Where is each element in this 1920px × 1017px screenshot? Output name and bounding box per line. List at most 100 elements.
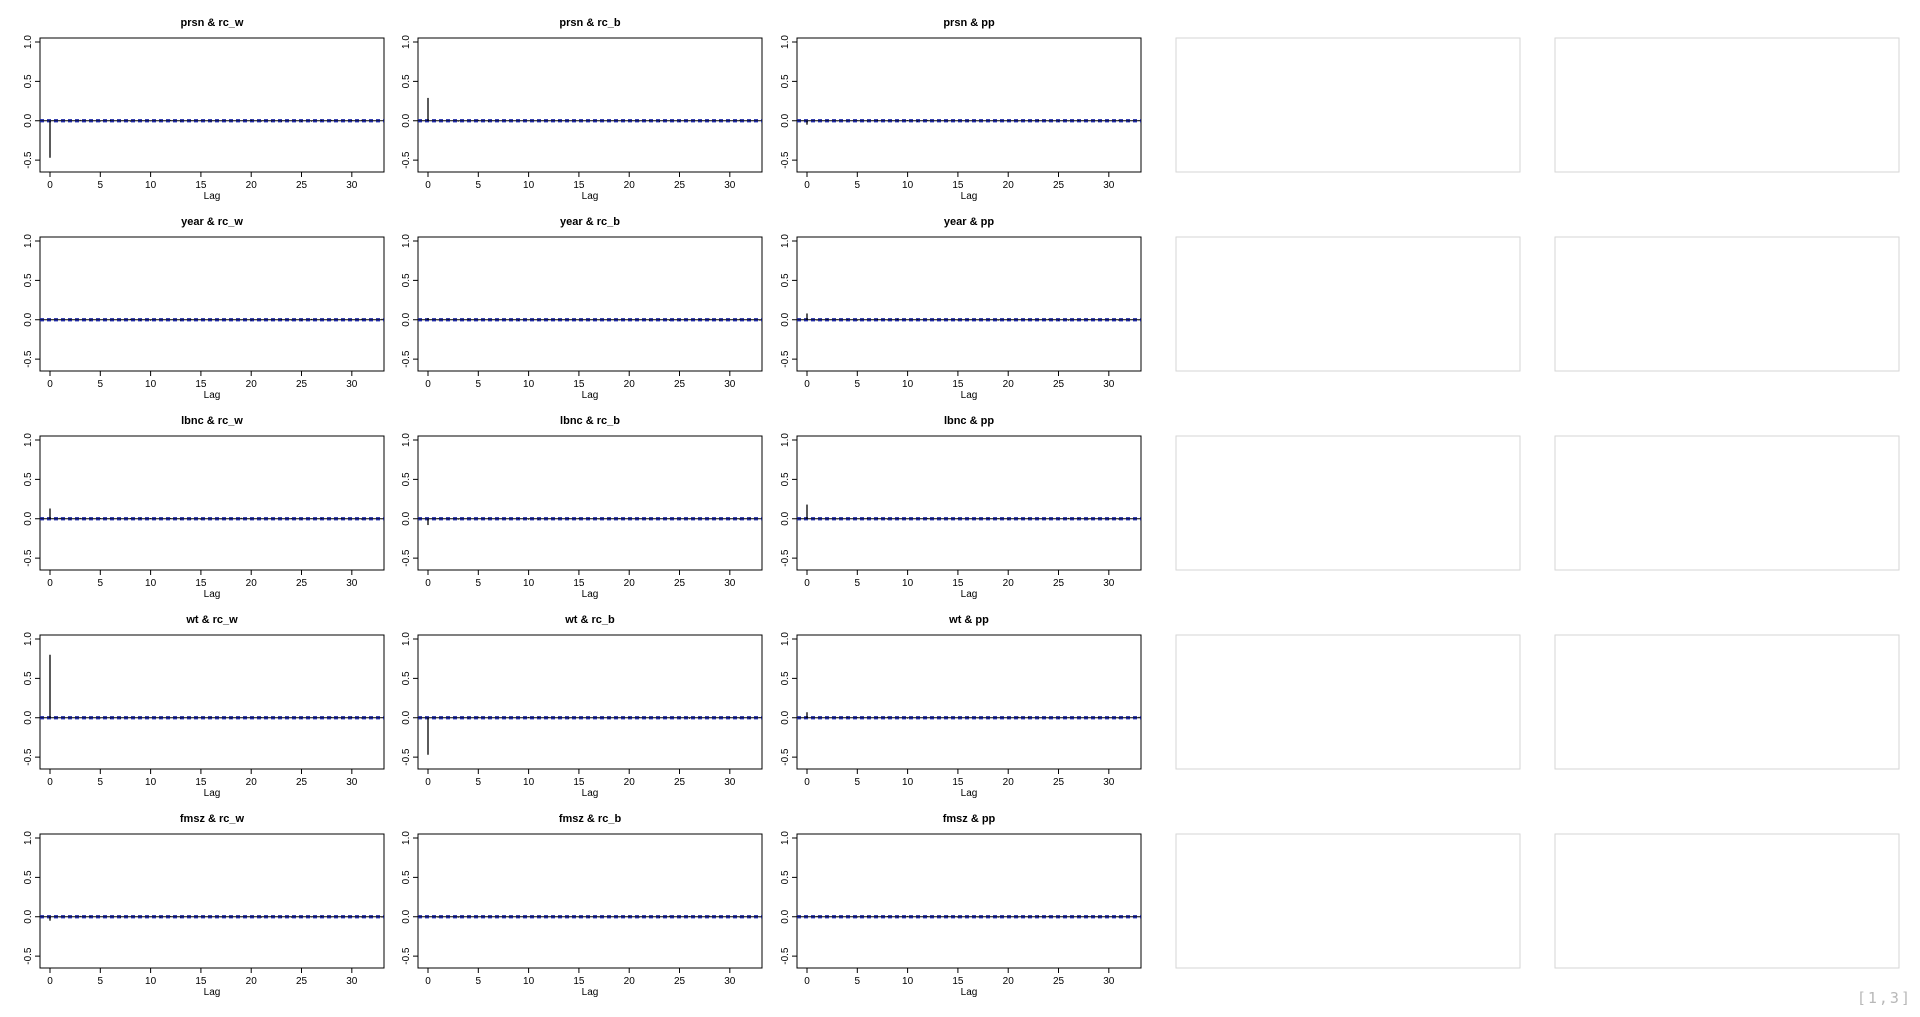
x-tick-label: 25 — [674, 180, 686, 191]
y-tick-label: -0.5 — [23, 748, 34, 766]
x-tick-label: 15 — [573, 777, 585, 788]
ccf-panel: fmsz & rc_b -0.5 0.0 0.5 1.0 0 5 10 15 20 25 30 Lag — [401, 813, 763, 998]
x-axis-label: Lag — [961, 191, 978, 202]
panel-title: year & rc_b — [560, 216, 620, 228]
panel-title: wt & pp — [948, 614, 989, 626]
x-axis-label: Lag — [582, 589, 599, 600]
x-tick-label: 25 — [296, 578, 308, 589]
x-tick-label: 15 — [573, 379, 585, 390]
y-tick-label: -0.5 — [780, 947, 791, 965]
x-tick-label: 0 — [47, 578, 53, 589]
x-tick-label: 20 — [246, 976, 258, 987]
x-tick-label: 0 — [47, 976, 53, 987]
x-tick-label: 5 — [476, 976, 482, 987]
empty-panel — [1175, 37, 1521, 173]
y-tick-label: 0.5 — [780, 472, 791, 486]
ccf-panel: prsn & pp -0.5 0.0 0.5 1.0 0 5 10 15 20 25 30 Lag — [780, 17, 1142, 202]
x-tick-label: 5 — [98, 578, 104, 589]
x-tick-label: 30 — [724, 578, 736, 589]
y-tick-label: -0.5 — [23, 549, 34, 567]
panel-title: lbnc & rc_w — [181, 415, 243, 427]
x-tick-label: 0 — [47, 777, 53, 788]
ccf-panel: fmsz & pp -0.5 0.0 0.5 1.0 0 5 10 15 20 25 30 Lag — [780, 813, 1142, 998]
x-tick-label: 15 — [952, 976, 964, 987]
x-tick-label: 25 — [296, 379, 308, 390]
y-tick-label: 0.0 — [780, 511, 791, 525]
empty-panel — [1554, 435, 1900, 571]
x-tick-label: 30 — [1103, 180, 1115, 191]
y-tick-label: 1.0 — [401, 35, 412, 49]
x-axis-label: Lag — [961, 589, 978, 600]
y-tick-label: 0.0 — [401, 710, 412, 724]
x-tick-label: 5 — [476, 180, 482, 191]
x-axis-label: Lag — [582, 191, 599, 202]
x-tick-label: 5 — [98, 180, 104, 191]
plot-frame — [417, 236, 763, 372]
x-tick-label: 30 — [724, 777, 736, 788]
y-tick-label: 0.5 — [23, 273, 34, 287]
x-tick-label: 0 — [425, 976, 431, 987]
x-tick-label: 0 — [804, 976, 810, 987]
y-tick-label: 0.0 — [401, 511, 412, 525]
empty-panel — [1175, 236, 1521, 372]
x-tick-label: 30 — [346, 777, 358, 788]
y-tick-label: 0.5 — [23, 671, 34, 685]
plot-frame — [796, 634, 1142, 770]
y-tick-label: 0.5 — [780, 273, 791, 287]
y-tick-label: -0.5 — [401, 549, 412, 567]
x-tick-label: 10 — [902, 578, 914, 589]
x-tick-label: 5 — [855, 379, 861, 390]
x-tick-label: 20 — [246, 777, 258, 788]
x-tick-label: 10 — [523, 180, 535, 191]
x-tick-label: 20 — [624, 976, 636, 987]
y-tick-label: -0.5 — [23, 350, 34, 368]
x-tick-label: 5 — [476, 578, 482, 589]
x-tick-label: 20 — [1003, 379, 1015, 390]
x-tick-label: 30 — [346, 976, 358, 987]
x-tick-label: 30 — [1103, 379, 1115, 390]
x-tick-label: 10 — [902, 777, 914, 788]
ccf-panel: fmsz & rc_w -0.5 0.0 0.5 1.0 0 5 10 15 20 25 30 Lag — [23, 813, 385, 998]
x-tick-label: 10 — [145, 578, 157, 589]
x-tick-label: 5 — [476, 379, 482, 390]
y-tick-label: 0.0 — [23, 909, 34, 923]
panel-title: fmsz & pp — [943, 813, 996, 825]
x-tick-label: 0 — [425, 379, 431, 390]
x-tick-label: 15 — [195, 578, 207, 589]
empty-panel — [1175, 435, 1521, 571]
ccf-panel: lbnc & rc_w -0.5 0.0 0.5 1.0 0 5 10 15 20 25 30 Lag — [23, 415, 385, 600]
panel-title: year & pp — [944, 216, 994, 228]
x-tick-label: 5 — [855, 180, 861, 191]
panel-title: lbnc & rc_b — [560, 415, 620, 427]
x-tick-label: 20 — [246, 379, 258, 390]
x-tick-label: 30 — [1103, 578, 1115, 589]
x-tick-label: 25 — [296, 976, 308, 987]
x-tick-label: 0 — [47, 379, 53, 390]
y-tick-label: 0.5 — [401, 870, 412, 884]
y-tick-label: 0.5 — [401, 74, 412, 88]
x-tick-label: 10 — [145, 379, 157, 390]
x-tick-label: 0 — [804, 379, 810, 390]
x-tick-label: 25 — [674, 578, 686, 589]
panel-title: wt & rc_b — [564, 614, 615, 626]
x-tick-label: 15 — [195, 976, 207, 987]
y-tick-label: 0.5 — [23, 870, 34, 884]
x-tick-label: 15 — [573, 578, 585, 589]
y-tick-label: 1.0 — [780, 234, 791, 248]
y-tick-label: 0.5 — [401, 671, 412, 685]
y-tick-label: 0.0 — [23, 312, 34, 326]
panel-title: lbnc & pp — [944, 415, 994, 427]
y-tick-label: -0.5 — [780, 350, 791, 368]
y-tick-label: 0.0 — [780, 909, 791, 923]
y-tick-label: 0.5 — [780, 74, 791, 88]
x-axis-label: Lag — [582, 788, 599, 799]
x-tick-label: 20 — [246, 180, 258, 191]
empty-panel — [1554, 634, 1900, 770]
x-tick-label: 25 — [296, 180, 308, 191]
x-tick-label: 20 — [624, 180, 636, 191]
ccf-panel: prsn & rc_w -0.5 0.0 0.5 1.0 0 5 10 15 20 25 30 Lag — [23, 17, 385, 202]
y-tick-label: 1.0 — [780, 632, 791, 646]
x-tick-label: 15 — [952, 379, 964, 390]
x-axis-label: Lag — [961, 987, 978, 998]
